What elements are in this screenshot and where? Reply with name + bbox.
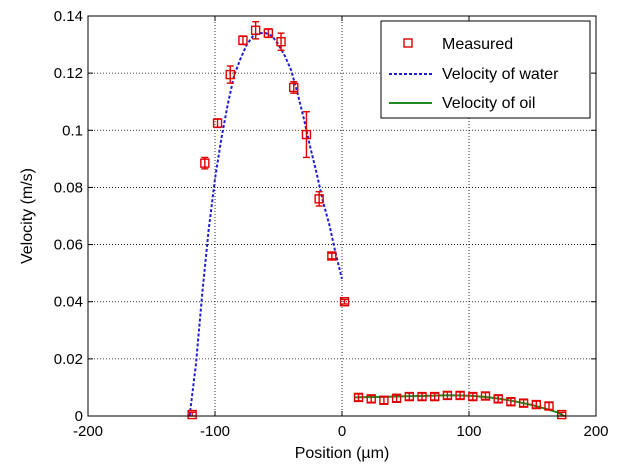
measured-point bbox=[276, 37, 286, 47]
measured-point bbox=[442, 390, 453, 401]
y-tick-label: 0.04 bbox=[54, 294, 83, 311]
x-tick-label: -200 bbox=[73, 423, 103, 440]
legend: Measured Velocity of water Velocity of o… bbox=[380, 20, 591, 119]
measured-point bbox=[353, 392, 364, 403]
measured-point bbox=[518, 398, 529, 408]
measured-point bbox=[430, 391, 440, 402]
y-tick-label: 0.02 bbox=[54, 351, 83, 368]
measured-point bbox=[339, 297, 350, 307]
legend-water-label: Velocity of water bbox=[442, 66, 559, 83]
measured-point bbox=[557, 409, 567, 420]
legend-oil-label: Velocity of oil bbox=[442, 95, 535, 112]
measured-point bbox=[404, 391, 415, 402]
y-tick-label: 0.12 bbox=[54, 65, 83, 82]
legend-measured-marker bbox=[403, 38, 413, 48]
measured-point bbox=[506, 397, 516, 407]
measured-point bbox=[314, 194, 324, 204]
measured-point bbox=[289, 82, 299, 93]
measured-point bbox=[379, 395, 389, 405]
measured-point bbox=[417, 391, 427, 402]
measured-point bbox=[327, 251, 337, 261]
water-velocity-line bbox=[188, 32, 343, 417]
x-tick-label: -100 bbox=[200, 423, 230, 440]
measured-point bbox=[468, 391, 478, 402]
measured-point bbox=[200, 158, 210, 168]
measured-point bbox=[391, 393, 402, 403]
measured-point bbox=[212, 118, 223, 128]
measured-point bbox=[455, 390, 465, 401]
y-tick-label: 0.14 bbox=[54, 8, 83, 25]
measured-point bbox=[238, 35, 248, 45]
measured-markers bbox=[187, 21, 567, 420]
y-axis-label: Velocity (m/s) bbox=[19, 168, 36, 264]
measured-point bbox=[263, 28, 274, 38]
x-tick-label: 200 bbox=[583, 423, 608, 440]
legend-box bbox=[380, 20, 591, 119]
y-tick-label: 0.1 bbox=[62, 122, 83, 139]
x-tick-label: 0 bbox=[338, 423, 346, 440]
oil-velocity-line bbox=[354, 394, 565, 417]
measured-point bbox=[544, 401, 554, 411]
x-axis-label: Position (µm) bbox=[295, 445, 390, 462]
plot-frame bbox=[87, 15, 597, 417]
y-tick-label: 0.06 bbox=[54, 237, 83, 254]
y-ticks: 0 0.02 0.04 0.06 0.08 0.1 0.12 0.14 bbox=[54, 8, 596, 425]
measured-point bbox=[187, 409, 197, 420]
measured-point bbox=[225, 69, 235, 80]
measured-point bbox=[250, 25, 261, 35]
measured-point bbox=[493, 394, 503, 404]
y-tick-label: 0 bbox=[75, 408, 83, 425]
measured-point bbox=[301, 129, 312, 140]
legend-measured-label: Measured bbox=[442, 36, 513, 53]
measured-point bbox=[366, 394, 376, 404]
measured-point bbox=[531, 399, 542, 410]
measured-point bbox=[480, 391, 491, 401]
y-tick-label: 0.08 bbox=[54, 179, 83, 196]
series-lines bbox=[188, 32, 565, 417]
x-tick-label: 100 bbox=[456, 423, 481, 440]
